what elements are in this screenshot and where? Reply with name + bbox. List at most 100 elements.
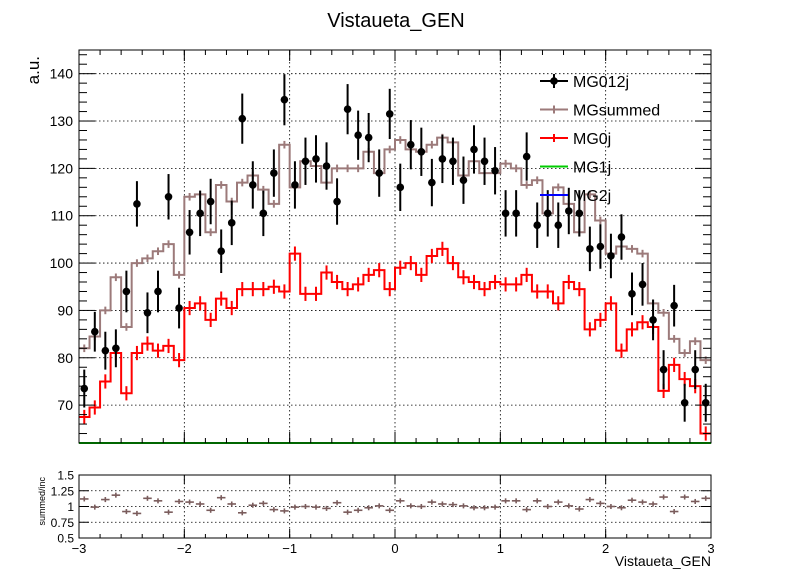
- ratio-point: [280, 508, 289, 514]
- data-point: [638, 280, 647, 289]
- data-point: [91, 327, 99, 336]
- data-point: [617, 233, 626, 241]
- data-point: [396, 183, 405, 192]
- ratio-point: [259, 500, 268, 506]
- ratio-point: [480, 505, 489, 511]
- ratio-point: [669, 509, 679, 515]
- ratio-point: [227, 501, 236, 507]
- ratio-point: [606, 503, 616, 510]
- y-tick-label: 110: [51, 208, 74, 224]
- ratio-plot: −3 −2 −1 0 1 2 3 0.5 0.75 1 1.251.5 summed/inc Vis…: [37, 469, 715, 570]
- legend-item-mg2j: MG2j: [540, 188, 611, 205]
- ratio-point: [374, 503, 384, 509]
- data-point: [238, 114, 247, 123]
- ratio-point: [438, 501, 447, 507]
- data-point: [343, 105, 352, 113]
- y-tick-label: 70: [57, 397, 73, 413]
- data-point: [122, 287, 131, 296]
- data-point: [280, 95, 289, 104]
- ratio-x-tick-label: 0: [391, 541, 398, 556]
- ratio-point: [522, 507, 531, 513]
- data-point: [301, 157, 310, 166]
- ratio-point: [701, 495, 710, 501]
- ratio-point: [195, 501, 205, 507]
- ratio-y-tick-label: 0.75: [51, 516, 75, 530]
- ratio-point: [332, 500, 342, 506]
- data-point: [312, 155, 320, 163]
- ratio-point: [206, 507, 215, 513]
- data-point: [649, 316, 657, 324]
- ratio-point: [174, 498, 184, 504]
- ratio-y-tick-label: 1.25: [51, 484, 75, 498]
- ratio-x-tick-label: −3: [72, 541, 87, 556]
- ratio-point: [659, 494, 668, 500]
- data-point: [185, 228, 194, 237]
- data-point: [206, 197, 215, 206]
- data-point: [480, 157, 489, 166]
- data-point: [133, 200, 141, 208]
- data-point: [364, 133, 373, 142]
- data-point: [270, 169, 278, 177]
- legend-label: MGsummed: [573, 103, 660, 120]
- legend-item-mgsummed: MGsummed: [540, 103, 660, 120]
- ratio-point: [564, 503, 574, 509]
- ratio-point: [248, 502, 258, 508]
- legend-label: MG012j: [573, 74, 629, 91]
- ratio-point: [80, 496, 89, 502]
- data-point: [522, 152, 531, 161]
- ratio-point: [322, 505, 331, 511]
- data-point: [470, 145, 478, 154]
- y-tick-label: 140: [50, 66, 74, 82]
- data-point: [512, 209, 520, 218]
- data-point: [533, 221, 541, 229]
- data-point: [154, 287, 162, 296]
- ratio-point: [185, 499, 194, 505]
- data-point: [101, 346, 110, 355]
- data-point: [670, 301, 678, 310]
- ratio-point: [164, 509, 173, 515]
- data-point: [565, 207, 573, 215]
- data-point: [354, 131, 362, 140]
- legend-item-mg1j: MG1j: [540, 160, 611, 177]
- y-tick-label: 90: [57, 302, 73, 318]
- ratio-point: [406, 503, 416, 509]
- y-tick-label: 120: [50, 160, 74, 176]
- data-point: [491, 166, 499, 175]
- ratio-point: [90, 504, 100, 510]
- ratio-point: [648, 501, 658, 507]
- ratio-point: [690, 498, 700, 504]
- data-point: [385, 110, 394, 118]
- data-point: [628, 290, 636, 298]
- ratio-x-tick-label: 2: [602, 541, 609, 556]
- step-line-mgsummed: [79, 136, 711, 362]
- data-point: [407, 140, 415, 149]
- ratio-grid: [79, 475, 711, 538]
- ratio-point: [575, 506, 584, 512]
- ratio-point: [269, 507, 279, 513]
- y-axis-label: a.u.: [24, 56, 43, 84]
- data-point: [680, 398, 689, 407]
- ratio-point: [132, 510, 142, 516]
- ratio-point: [617, 505, 626, 511]
- data-point: [291, 181, 299, 189]
- ratio-y-axis-label: summed/inc: [37, 477, 47, 526]
- ratio-point: [122, 509, 131, 515]
- ratio-point: [290, 504, 300, 510]
- data-point: [554, 221, 563, 229]
- ratio-x-tick-label: −1: [282, 541, 297, 556]
- main-axes: 70 80 90 100 110 120 130 140: [50, 50, 712, 443]
- ratio-point: [353, 507, 363, 513]
- ratio-point: [532, 498, 542, 504]
- ratio-y-tick-label: 1.5: [57, 469, 74, 483]
- y-tick-label: 100: [50, 255, 74, 271]
- data-point: [607, 252, 615, 260]
- data-point: [333, 197, 341, 206]
- x-axis-label: Vistaueta_GEN: [615, 553, 711, 569]
- ratio-point: [554, 499, 563, 505]
- data-point: [164, 192, 173, 201]
- ratio-point: [153, 498, 163, 504]
- ratio-point: [301, 503, 310, 510]
- ratio-point: [343, 509, 352, 515]
- series-mg012j: [80, 74, 710, 422]
